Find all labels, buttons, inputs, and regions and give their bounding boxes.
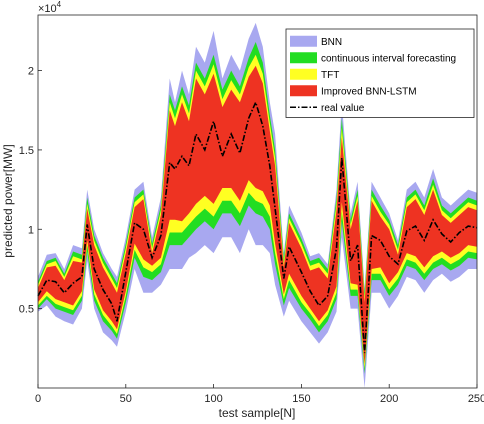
legend-swatch bbox=[290, 85, 317, 97]
y-multiplier: ×104 bbox=[38, 0, 62, 15]
prediction-bands bbox=[38, 22, 477, 389]
y-multiplier-base: ×10 bbox=[38, 3, 57, 15]
y-axis-ticks: 0.5 1 1.5 2 bbox=[19, 66, 42, 316]
x-tick-label: 200 bbox=[380, 393, 398, 405]
y-axis-label: predicted power[MW] bbox=[1, 144, 15, 257]
x-axis-label: test sample[N] bbox=[219, 406, 296, 420]
legend-label: Improved BNN-LSTM bbox=[321, 86, 417, 97]
real-value-line-group bbox=[37, 99, 478, 354]
x-tick-label: 0 bbox=[35, 393, 41, 405]
x-tick-label: 250 bbox=[468, 393, 484, 405]
legend-box bbox=[285, 28, 475, 118]
legend-swatch bbox=[290, 52, 317, 64]
y-multiplier-exponent: 4 bbox=[57, 0, 62, 9]
legend-swatch bbox=[290, 35, 317, 47]
y-tick-label: 1 bbox=[28, 224, 34, 236]
legend-label: real value bbox=[321, 103, 365, 114]
legend-label: continuous interval forecasting bbox=[321, 53, 456, 64]
y-tick-label: 0.5 bbox=[19, 304, 34, 316]
legend-label: BNN bbox=[321, 37, 342, 48]
y-tick-label: 2 bbox=[28, 66, 34, 78]
legend: BNN continuous interval forecasting TFT Imp… bbox=[285, 28, 475, 118]
legend-swatch bbox=[290, 68, 317, 80]
band-series-3 bbox=[38, 65, 477, 365]
x-tick-label: 50 bbox=[120, 393, 132, 405]
real-value-line bbox=[37, 99, 478, 354]
y-tick-label: 1.5 bbox=[19, 145, 34, 157]
plot-box bbox=[37, 14, 478, 389]
x-tick-label: 150 bbox=[292, 393, 310, 405]
legend-label: TFT bbox=[321, 70, 339, 81]
x-axis-ticks: 0 50 100 150 200 250 bbox=[35, 384, 484, 405]
x-tick-label: 100 bbox=[204, 393, 222, 405]
